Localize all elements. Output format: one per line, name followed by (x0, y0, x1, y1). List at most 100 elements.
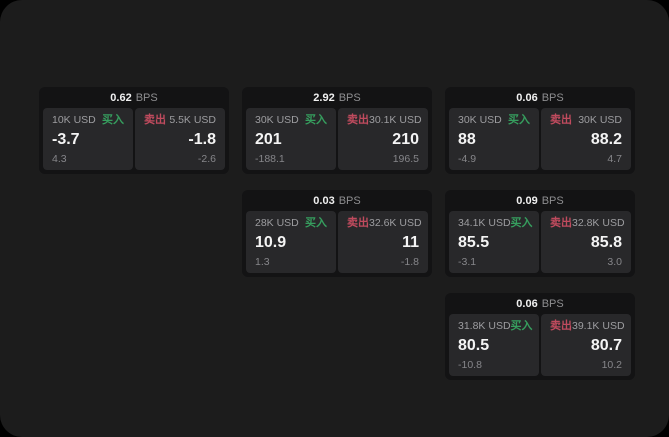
sell-price: 85.8 (590, 233, 622, 251)
sell-delta: 10.2 (601, 358, 622, 371)
bps-unit-label: BPS (541, 195, 564, 207)
card-body: 34.1K USD 买入 85.5 -3.1 卖出 32.8K USD 85.8… (449, 211, 631, 273)
spread-card[interactable]: 0.06 BPS 31.8K USD 买入 80.5 -10.8 卖出 39.1… (445, 293, 635, 380)
sell-panel[interactable]: 卖出 39.1K USD 80.7 10.2 (541, 314, 631, 376)
sell-price: 11 (402, 233, 419, 251)
buy-label: 买入 (102, 114, 124, 126)
bps-unit-label: BPS (338, 195, 361, 207)
sell-delta: 196.5 (392, 152, 419, 165)
buy-price: 80.5 (458, 336, 490, 354)
buy-panel-top: 28K USD 买入 (255, 218, 327, 229)
buy-panel-top: 10K USD 买入 (52, 115, 124, 126)
buy-label: 买入 (305, 217, 327, 229)
buy-panel[interactable]: 10K USD 买入 -3.7 4.3 (43, 108, 133, 170)
card-header: 0.06 BPS (449, 90, 631, 106)
sell-panel-top: 卖出 32.8K USD (550, 217, 625, 229)
spread-cards-grid: 0.62 BPS 10K USD 买入 -3.7 4.3 卖出 5.5K USD… (39, 87, 635, 380)
bps-unit-label: BPS (541, 92, 564, 104)
spread-card[interactable]: 0.03 BPS 28K USD 买入 10.9 1.3 卖出 32.6K US… (242, 190, 432, 277)
sell-price: 88.2 (590, 130, 622, 148)
card-body: 31.8K USD 买入 80.5 -10.8 卖出 39.1K USD 80.… (449, 314, 631, 376)
buy-price: 10.9 (255, 233, 287, 251)
buy-delta: -10.8 (458, 358, 482, 371)
sell-price: -1.8 (188, 130, 216, 148)
sell-amount: 32.6K USD (369, 217, 422, 230)
sell-panel[interactable]: 卖出 32.8K USD 85.8 3.0 (541, 211, 631, 273)
buy-price: -3.7 (52, 130, 80, 148)
bps-value: 0.06 (516, 298, 538, 310)
card-body: 28K USD 买入 10.9 1.3 卖出 32.6K USD 11 -1.8 (246, 211, 428, 273)
buy-panel[interactable]: 30K USD 买入 201 -188.1 (246, 108, 336, 170)
card-header: 2.92 BPS (246, 90, 428, 106)
sell-label: 卖出 (144, 114, 166, 126)
buy-label: 买入 (510, 320, 533, 332)
buy-panel-top: 30K USD 买入 (255, 115, 327, 126)
sell-panel-top: 卖出 30K USD (550, 115, 622, 126)
card-body: 30K USD 买入 201 -188.1 卖出 30.1K USD 210 1… (246, 108, 428, 170)
spread-card[interactable]: 2.92 BPS 30K USD 买入 201 -188.1 卖出 30.1K … (242, 87, 432, 174)
sell-delta: 3.0 (607, 255, 622, 268)
buy-delta: 4.3 (52, 152, 67, 165)
card-header: 0.62 BPS (43, 90, 225, 106)
sell-price: 80.7 (590, 336, 622, 354)
sell-panel-top: 卖出 5.5K USD (144, 115, 216, 126)
sell-panel[interactable]: 卖出 30.1K USD 210 196.5 (338, 108, 428, 170)
buy-price: 201 (255, 130, 282, 148)
card-body: 10K USD 买入 -3.7 4.3 卖出 5.5K USD -1.8 -2.… (43, 108, 225, 170)
sell-panel-top: 卖出 39.1K USD (550, 320, 625, 333)
buy-amount: 34.1K USD (458, 217, 511, 230)
sell-amount: 30.1K USD (369, 114, 422, 127)
sell-label: 卖出 (550, 320, 572, 332)
bps-value: 0.62 (110, 92, 132, 104)
buy-panel[interactable]: 30K USD 买入 88 -4.9 (449, 108, 539, 170)
sell-amount: 39.1K USD (572, 320, 625, 333)
sell-panel[interactable]: 卖出 5.5K USD -1.8 -2.6 (135, 108, 225, 170)
buy-panel-top: 31.8K USD 买入 (458, 320, 533, 333)
buy-delta: -4.9 (458, 152, 477, 165)
buy-label: 买入 (508, 114, 530, 126)
sell-amount: 30K USD (578, 114, 622, 127)
sell-label: 卖出 (347, 114, 369, 126)
sell-panel-top: 卖出 32.6K USD (347, 217, 422, 230)
buy-amount: 31.8K USD (458, 320, 511, 333)
card-header: 0.09 BPS (449, 193, 631, 209)
bps-value: 0.09 (516, 195, 538, 207)
sell-panel[interactable]: 卖出 30K USD 88.2 4.7 (541, 108, 631, 170)
sell-delta: -1.8 (400, 255, 419, 268)
sell-panel-top: 卖出 30.1K USD (347, 114, 422, 127)
buy-panel-top: 30K USD 买入 (458, 115, 530, 126)
buy-amount: 30K USD (458, 114, 502, 127)
bps-unit-label: BPS (338, 92, 361, 104)
buy-panel[interactable]: 34.1K USD 买入 85.5 -3.1 (449, 211, 539, 273)
bps-unit-label: BPS (541, 298, 564, 310)
buy-delta: -188.1 (255, 152, 285, 165)
buy-amount: 28K USD (255, 217, 299, 230)
buy-delta: 1.3 (255, 255, 270, 268)
bps-value: 0.06 (516, 92, 538, 104)
sell-label: 卖出 (347, 217, 369, 229)
sell-label: 卖出 (550, 217, 572, 229)
buy-label: 买入 (305, 114, 327, 126)
card-header: 0.06 BPS (449, 296, 631, 312)
spread-card[interactable]: 0.62 BPS 10K USD 买入 -3.7 4.3 卖出 5.5K USD… (39, 87, 229, 174)
card-header: 0.03 BPS (246, 193, 428, 209)
card-body: 30K USD 买入 88 -4.9 卖出 30K USD 88.2 4.7 (449, 108, 631, 170)
buy-amount: 10K USD (52, 114, 96, 127)
spread-card[interactable]: 0.06 BPS 30K USD 买入 88 -4.9 卖出 30K USD 8… (445, 87, 635, 174)
bps-value: 0.03 (313, 195, 335, 207)
sell-panel[interactable]: 卖出 32.6K USD 11 -1.8 (338, 211, 428, 273)
bps-value: 2.92 (313, 92, 335, 104)
sell-label: 卖出 (550, 114, 572, 126)
spread-card[interactable]: 0.09 BPS 34.1K USD 买入 85.5 -3.1 卖出 32.8K… (445, 190, 635, 277)
buy-price: 88 (458, 130, 476, 148)
sell-amount: 5.5K USD (169, 114, 216, 127)
buy-panel[interactable]: 28K USD 买入 10.9 1.3 (246, 211, 336, 273)
bps-unit-label: BPS (135, 92, 158, 104)
sell-delta: -2.6 (197, 152, 216, 165)
buy-delta: -3.1 (458, 255, 477, 268)
sell-price: 210 (392, 130, 419, 148)
sell-delta: 4.7 (607, 152, 622, 165)
buy-label: 买入 (510, 217, 533, 229)
buy-panel[interactable]: 31.8K USD 买入 80.5 -10.8 (449, 314, 539, 376)
